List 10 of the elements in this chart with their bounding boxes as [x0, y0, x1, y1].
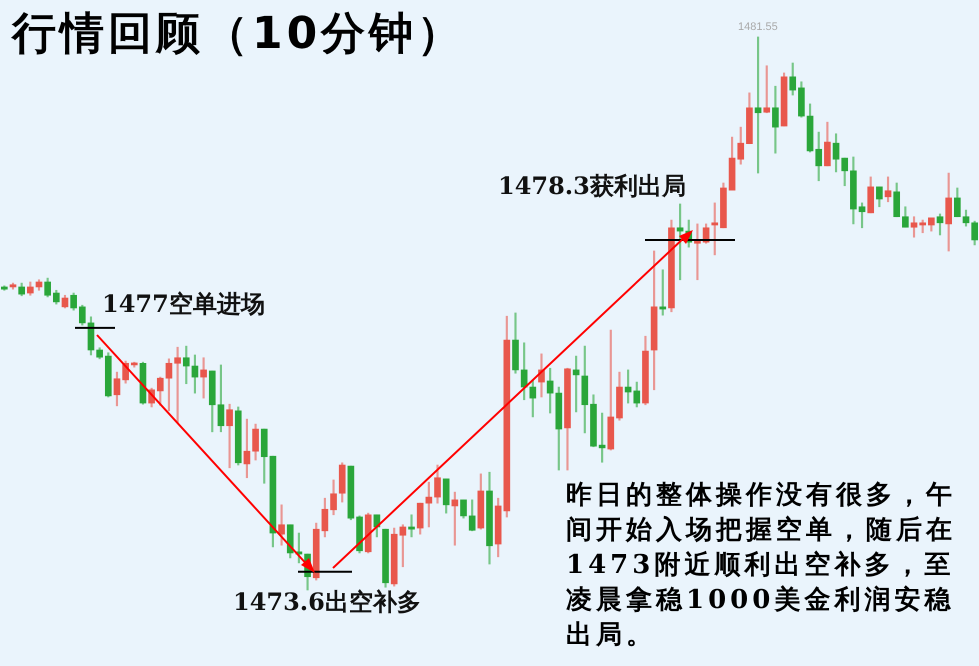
candlestick [659, 269, 666, 316]
candlestick [711, 202, 718, 256]
candlestick [919, 220, 926, 234]
candlestick [763, 65, 770, 114]
text: 1481.55 [738, 21, 778, 33]
ref-line-label: 1473.6出空补多 [233, 586, 421, 618]
ref-line-label: 1478.3获利出局 [498, 170, 686, 202]
annotation: 昨日的整体操作没有很多，午间开始入场把握空单，随后在1473附近顺利出空补多，至凌晨拿稳1000美金利润安稳出局。 [566, 479, 957, 652]
ref-line-label: 1477空单进场 [102, 288, 265, 320]
chart-title: 行情回顾（10分钟） [12, 7, 466, 61]
